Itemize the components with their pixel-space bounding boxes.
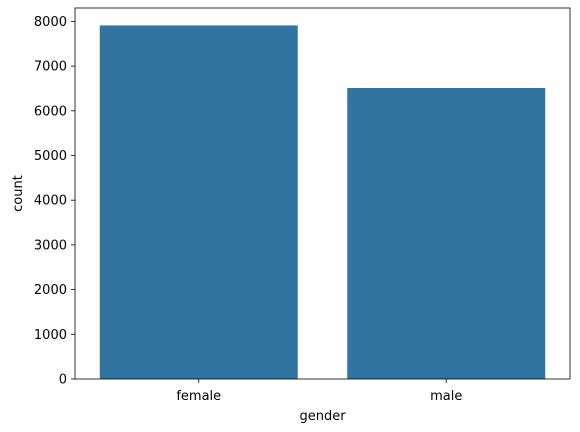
y-tick-label: 4000: [34, 194, 67, 209]
y-axis-ticks: 0 1000 2000 3000 4000 5000 6000 7000 8000: [34, 15, 75, 388]
y-tick-label: 0: [59, 373, 67, 388]
x-tick-label: male: [430, 389, 462, 404]
bar-female: [99, 25, 298, 380]
bars: [99, 25, 546, 380]
y-tick-label: 5000: [34, 149, 67, 164]
y-tick-label: 1000: [34, 328, 67, 343]
plot-frame: [74, 7, 571, 380]
y-axis-label: count: [11, 175, 26, 212]
bar-male: [347, 88, 546, 380]
x-tick-label: female: [176, 389, 221, 404]
y-tick-label: 7000: [34, 60, 67, 75]
x-axis-label: gender: [299, 409, 346, 424]
y-tick-label: 6000: [34, 104, 67, 119]
y-tick-label: 3000: [34, 238, 67, 253]
x-axis-ticks: female male: [176, 379, 462, 404]
y-tick-label: 8000: [34, 15, 67, 30]
y-tick-label: 2000: [34, 283, 67, 298]
